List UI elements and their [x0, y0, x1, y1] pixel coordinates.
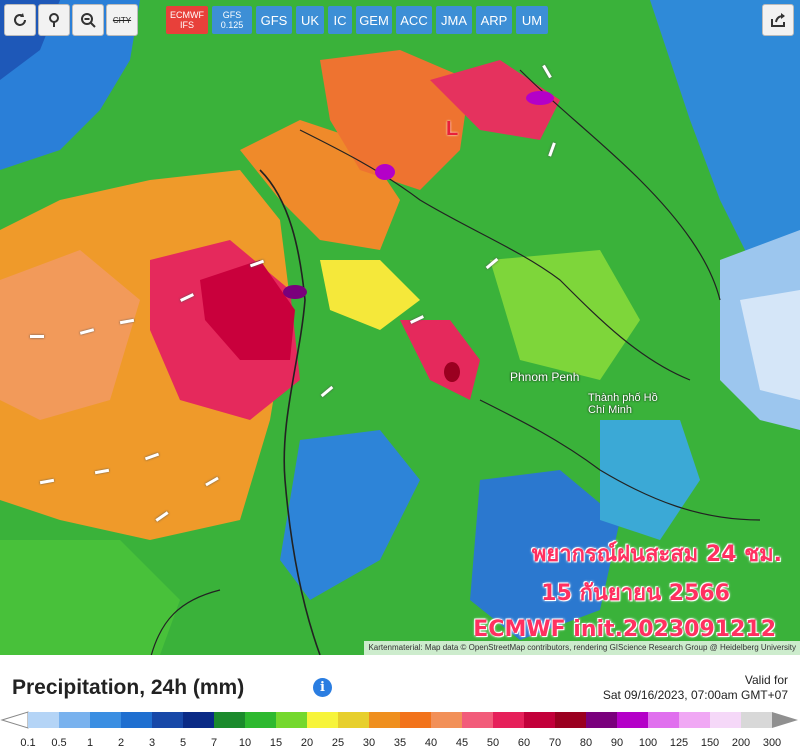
forecast-caption-line1: พยากรณ์ฝนสะสม 24 ชม. [531, 542, 782, 567]
colorbar-bin [555, 712, 587, 728]
city-label-phnom-penh: Phnom Penh [510, 370, 580, 384]
colorbar-tick-label: 25 [331, 737, 345, 749]
colorbar-tick-label: 15 [269, 737, 283, 749]
model-button-jma[interactable]: JMA [436, 6, 472, 34]
colorbar-ticks: 0.1 0.5 1 2 3 5 7 10 15 20 25 30 35 40 45 50 60 70 80 90 100… [0, 737, 800, 751]
colorbar-tick-label: 0.1 [20, 737, 36, 749]
legend-title: Precipitation, 24h (mm) [12, 676, 245, 699]
colorbar-tick-label: 30 [362, 737, 376, 749]
model-button-gfs[interactable]: GFS [256, 6, 292, 34]
model-button-acc[interactable]: ACC [396, 6, 432, 34]
colorbar-tick-label: 1 [86, 737, 94, 749]
colorbar-tick-label: 50 [486, 737, 500, 749]
model-button-gfs-0125[interactable]: GFS 0.125 [212, 6, 252, 34]
valid-time: Valid for Sat 09/16/2023, 07:00am GMT+07 [603, 673, 788, 703]
colorbar-tick-label: 150 [700, 737, 720, 749]
colorbar-tick-label: 5 [179, 737, 187, 749]
colorbar-tick-label: 3 [148, 737, 156, 749]
colorbar-tick-label: 2 [117, 737, 125, 749]
colorbar-tick-label: 35 [393, 737, 407, 749]
refresh-button[interactable] [4, 4, 36, 36]
colorbar-bin [617, 712, 649, 728]
colorbar-tick-label: 7 [210, 737, 218, 749]
colorbar-bin [307, 712, 339, 728]
location-pin-icon [49, 13, 59, 27]
colorbar-bin [276, 712, 308, 728]
city-label-ho-chi-minh: Thành phố Hồ Chí Minh [588, 392, 658, 416]
colorbar-bin [710, 712, 742, 728]
colorbar-tick-label: 20 [300, 737, 314, 749]
colorbar-tick-label: 200 [731, 737, 751, 749]
valid-time-value: Sat 09/16/2023, 07:00am GMT+07 [602, 688, 788, 702]
colorbar-bin [679, 712, 711, 728]
colorbar-under-arrow [0, 711, 29, 729]
precipitation-colorbar [0, 711, 798, 729]
colorbar-tick-label: 90 [610, 737, 624, 749]
colorbar-bin [648, 712, 680, 728]
colorbar-bin [400, 712, 432, 728]
refresh-icon [14, 13, 26, 26]
colorbar-tick-label: 60 [517, 737, 531, 749]
colorbar-tick-label: 40 [424, 737, 438, 749]
city-toggle-button[interactable]: CITY [106, 4, 138, 36]
colorbar-tick-label: 300 [762, 737, 782, 749]
zoom-out-icon [81, 13, 96, 28]
colorbar-tick-label: 125 [669, 737, 689, 749]
colorbar-bin [741, 712, 773, 728]
colorbar-bin [121, 712, 153, 728]
colorbar-bin [183, 712, 215, 728]
model-button-arp[interactable]: ARP [476, 6, 512, 34]
share-icon [771, 13, 785, 27]
colorbar-bin [214, 712, 246, 728]
colorbar-bin [90, 712, 122, 728]
colorbar-bin [338, 712, 370, 728]
model-button-um[interactable]: UM [516, 6, 548, 34]
colorbar-bin [524, 712, 556, 728]
colorbar-bin [493, 712, 525, 728]
colorbar-bin [462, 712, 494, 728]
forecast-caption-line3: ECMWF init.2023091212 [473, 617, 776, 642]
share-button[interactable] [762, 4, 794, 36]
colorbar-tick-label: 0.5 [51, 737, 67, 749]
rain-field [0, 0, 800, 655]
colorbar-tick-label: 45 [455, 737, 469, 749]
colorbar-tick-label: 100 [638, 737, 658, 749]
colorbar-bin [586, 712, 618, 728]
low-pressure-marker: L [446, 118, 459, 140]
colorbar-bin [152, 712, 184, 728]
model-button-ic[interactable]: IC [328, 6, 352, 34]
colorbar-tick-label: 70 [548, 737, 562, 749]
model-button-uk[interactable]: UK [296, 6, 324, 34]
colorbar-bin [28, 712, 60, 728]
colorbar-bin [59, 712, 91, 728]
precipitation-map[interactable]: L Phnom Penh Thành phố Hồ Chí Minh พยากร… [0, 0, 800, 655]
forecast-caption-line2: 15 กันยายน 2566 [541, 581, 730, 606]
map-attribution: Kartenmaterial: Map data © OpenStreetMap… [364, 641, 800, 655]
info-icon[interactable]: i [313, 678, 332, 697]
location-button[interactable] [38, 4, 70, 36]
colorbar-bin [245, 712, 277, 728]
wind-arrow [30, 335, 44, 338]
model-button-ecmwf-ifs[interactable]: ECMWF IFS [166, 6, 208, 34]
model-button-gem[interactable]: GEM [356, 6, 392, 34]
valid-label: Valid for [744, 673, 788, 687]
zoom-out-button[interactable] [72, 4, 104, 36]
colorbar-tick-label: 80 [579, 737, 593, 749]
colorbar-bin [431, 712, 463, 728]
colorbar-tick-label: 10 [238, 737, 252, 749]
colorbar-bin [369, 712, 401, 728]
colorbar-over-arrow [772, 712, 798, 728]
